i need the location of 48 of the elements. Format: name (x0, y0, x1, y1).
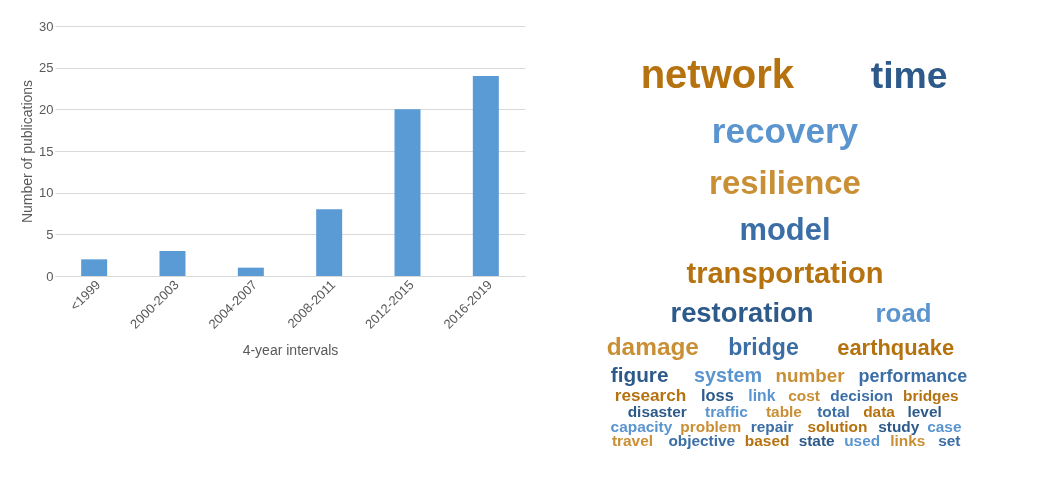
text: bridges (903, 387, 959, 405)
text: time (870, 53, 948, 96)
text: used (844, 432, 881, 450)
y-tick-label: 5 (46, 226, 54, 242)
bar (472, 76, 499, 276)
text: transportation (686, 256, 884, 289)
y-tick-label: 10 (39, 185, 54, 201)
text: restoration (670, 296, 814, 328)
y-axis-title: Number of publications (19, 79, 36, 224)
text: state (798, 432, 836, 450)
text: resilience (709, 163, 861, 201)
text: data (863, 402, 896, 420)
bar (81, 259, 108, 276)
y-tick-label: 25 (39, 60, 54, 76)
text: case (927, 417, 962, 435)
y-tick-label: 0 (46, 268, 54, 284)
text: problem (680, 417, 742, 435)
text: repair (750, 417, 794, 435)
text: table (765, 402, 803, 420)
y-tick-label: 30 (39, 18, 54, 34)
text: performance (858, 366, 968, 386)
text: damage (606, 333, 699, 361)
text: cost (788, 387, 820, 405)
text: recovery (711, 111, 859, 151)
text: link (748, 387, 776, 405)
bar (237, 267, 264, 276)
y-tick-label: 20 (39, 101, 54, 117)
x-axis-title: 4-year intervals (242, 341, 339, 358)
text: number (775, 365, 846, 386)
text: solution (807, 417, 868, 435)
text: set (938, 432, 961, 450)
bar (316, 209, 343, 276)
bar (394, 109, 421, 276)
text: capacity (610, 417, 673, 435)
text: network (640, 51, 795, 96)
bar (159, 251, 186, 276)
text: road (875, 298, 932, 327)
text: traffic (705, 402, 749, 420)
text: figure (610, 363, 669, 386)
text: earthquake (837, 335, 955, 361)
text: system (693, 364, 763, 386)
text: loss (700, 386, 734, 405)
text: decision (830, 387, 893, 405)
y-tick-label: 15 (39, 143, 54, 159)
text: total (817, 402, 850, 420)
text: bridge (728, 334, 799, 361)
text: model (739, 211, 831, 247)
text: study (878, 417, 920, 435)
